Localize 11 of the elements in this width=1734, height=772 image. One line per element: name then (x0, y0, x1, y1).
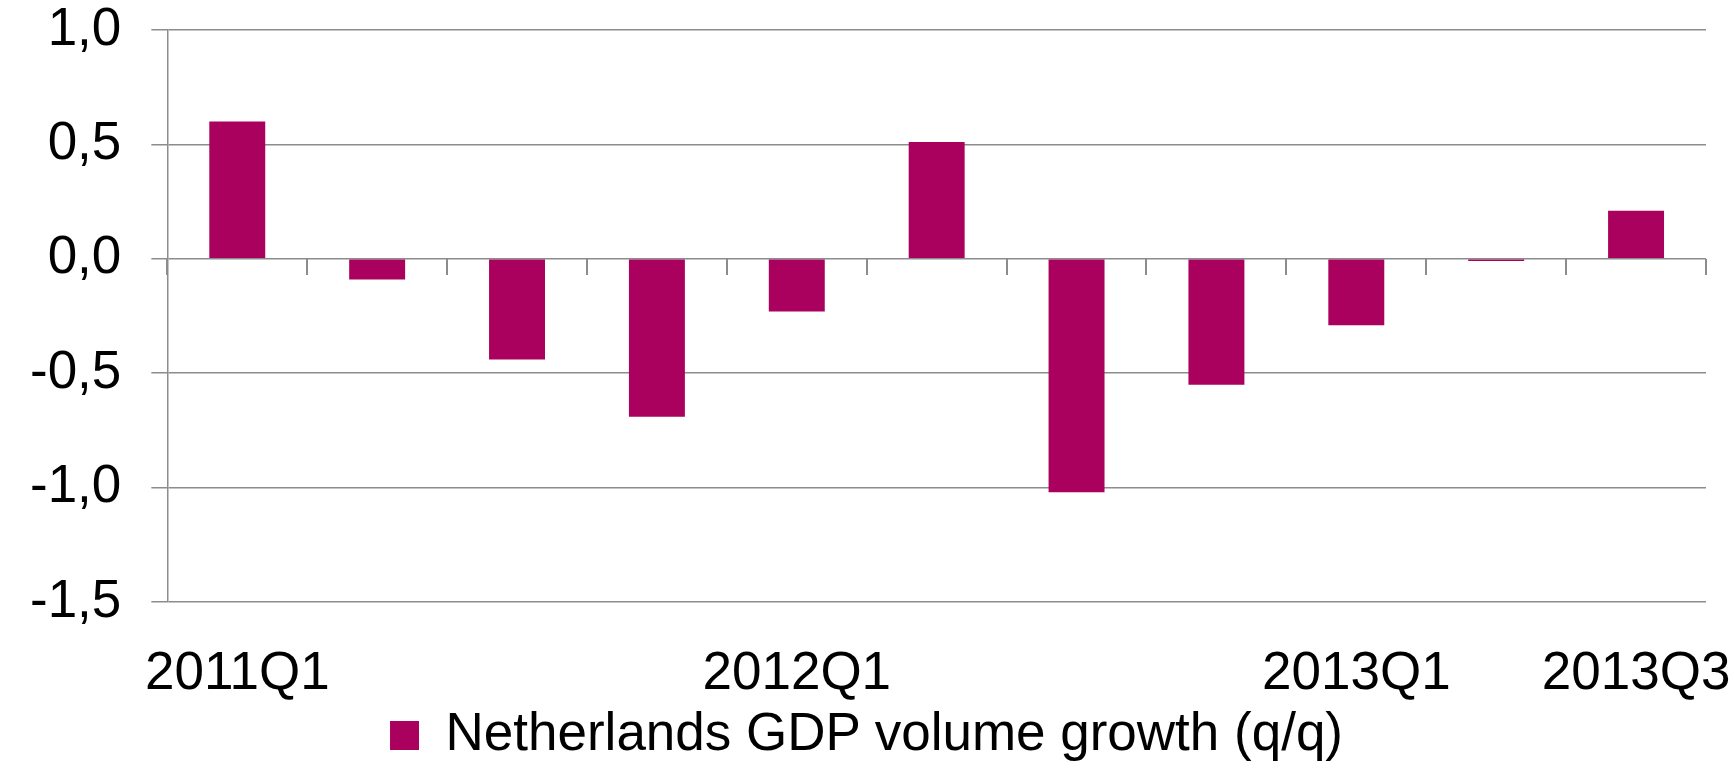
legend-label: Netherlands GDP volume growth (q/q) (445, 702, 1344, 762)
x-tick-label: 2012Q1 (702, 641, 892, 701)
x-tick-label: 2013Q1 (1262, 641, 1451, 701)
x-tick-label: 2011Q1 (144, 641, 330, 701)
x-tick-label: 2013Q3 (1541, 641, 1731, 701)
y-tick-label: -1,5 (30, 568, 122, 628)
y-tick-label: -0,5 (30, 339, 122, 399)
y-tick-label: 1,0 (47, 0, 122, 56)
y-tick-label: 0,0 (47, 225, 122, 285)
y-tick-label: -1,0 (30, 454, 122, 514)
y-tick-label: 0,5 (47, 111, 122, 171)
